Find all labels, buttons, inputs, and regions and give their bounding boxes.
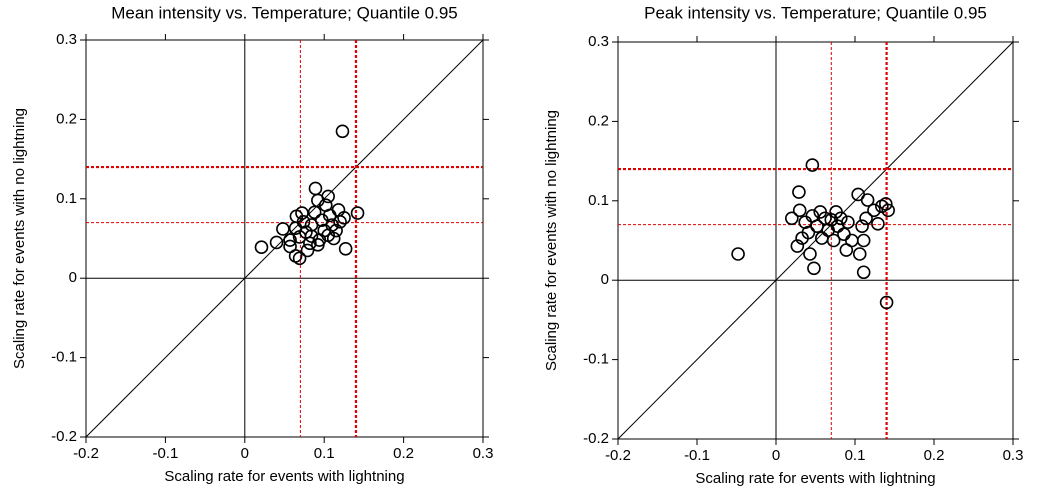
y-tick-label: 0.2 [588, 112, 609, 129]
x-tick-label: 0.2 [393, 445, 414, 462]
y-tick-label: 0.1 [56, 190, 77, 207]
x-tick-label: -0.1 [152, 445, 178, 462]
x-axis-label: Scaling rate for events with lightning [695, 470, 935, 487]
y-tick-label: -0.2 [51, 428, 77, 445]
point [304, 229, 319, 243]
point [792, 203, 807, 218]
point [805, 158, 820, 172]
point [276, 222, 290, 236]
point [292, 251, 307, 266]
point [321, 189, 335, 204]
point [296, 215, 311, 229]
point [311, 238, 325, 252]
chart-title: Peak intensity vs. Temperature; Quantile… [644, 3, 987, 22]
point [859, 211, 873, 226]
point [338, 242, 353, 256]
point [881, 203, 895, 218]
y-tick-label: 0.2 [56, 110, 77, 127]
point [731, 247, 745, 261]
point [855, 219, 869, 234]
x-tick-label: -0.2 [73, 445, 99, 462]
point [841, 215, 855, 230]
point [856, 233, 871, 248]
y-tick-label: 0.3 [56, 31, 77, 48]
point [879, 197, 893, 211]
plot-frame [617, 41, 1014, 440]
point [803, 247, 817, 261]
x-tick-label: 0.3 [473, 445, 494, 462]
point [826, 233, 841, 248]
point [283, 233, 297, 247]
y-tick-label: 0.1 [588, 192, 609, 209]
point [333, 215, 347, 229]
point [326, 231, 341, 246]
x-tick-label: -0.1 [684, 447, 710, 464]
point [852, 247, 867, 261]
point [269, 235, 284, 250]
chart-title: Mean intensity vs. Temperature; Quantile… [111, 3, 457, 22]
y-tick-label: 0 [69, 269, 77, 286]
point [879, 295, 894, 310]
x-tick-label: 0.2 [924, 447, 945, 464]
point [300, 243, 315, 258]
point [867, 203, 881, 218]
x-tick-label: 0 [241, 445, 249, 462]
point [308, 181, 323, 196]
x-tick-label: 0.1 [845, 447, 866, 464]
point [871, 217, 885, 231]
x-tick-label: 0.1 [314, 445, 335, 462]
point [350, 206, 365, 220]
y-axis-label: Scaling rate for events with no lightnin… [543, 110, 560, 371]
point [790, 239, 805, 253]
x-tick-label: 0 [772, 447, 780, 464]
point [303, 236, 317, 251]
plot-frame [85, 39, 484, 438]
point [792, 185, 806, 199]
point [839, 243, 854, 257]
point [807, 261, 821, 276]
point [860, 193, 875, 207]
y-tick-label: -0.2 [583, 430, 609, 447]
point [335, 124, 350, 139]
point [837, 227, 851, 241]
y-tick-label: 0 [601, 271, 609, 288]
point [795, 231, 809, 245]
y-tick-label: 0.3 [588, 33, 609, 50]
point [329, 223, 343, 238]
x-tick-label: -0.2 [605, 447, 631, 464]
x-axis-label: Scaling rate for events with lightning [164, 468, 404, 485]
y-axis-label: Scaling rate for events with no lightnin… [11, 108, 28, 369]
point [856, 265, 871, 280]
y-tick-label: -0.1 [51, 349, 77, 366]
x-tick-label: 0.3 [1003, 447, 1024, 464]
y-tick-label: -0.1 [583, 351, 609, 368]
point [337, 211, 351, 225]
point [833, 211, 848, 226]
point [784, 211, 799, 226]
point [254, 240, 269, 255]
